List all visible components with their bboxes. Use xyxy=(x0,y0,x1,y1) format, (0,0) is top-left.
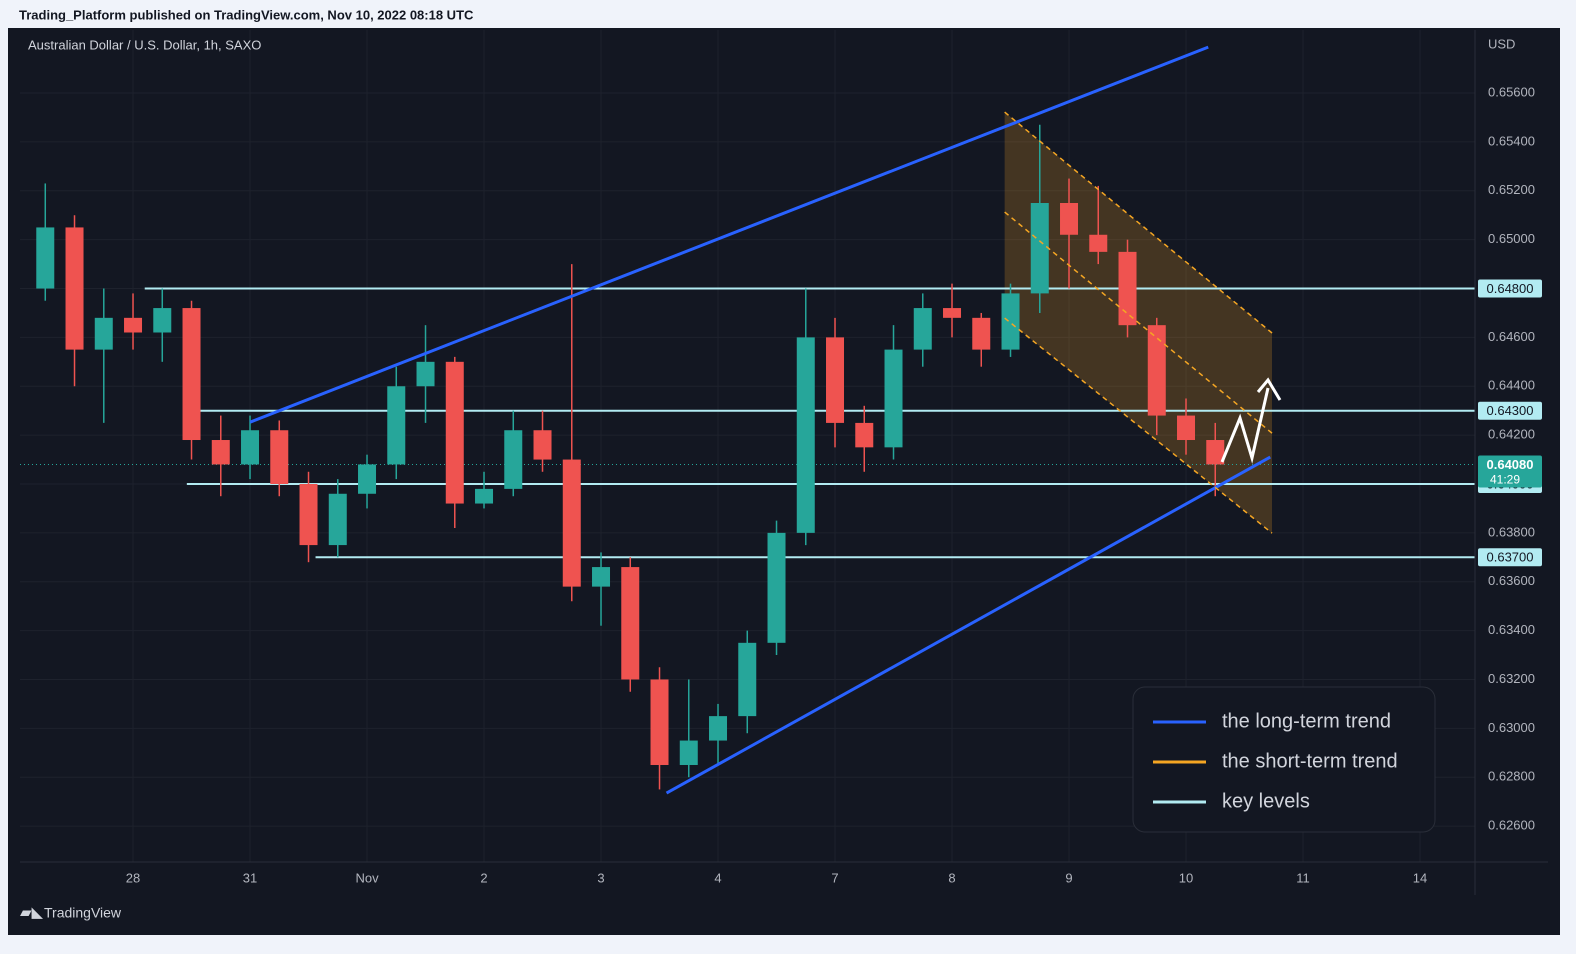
plot xyxy=(20,30,1475,862)
candle-body xyxy=(299,483,318,546)
legend-label: key levels xyxy=(1222,790,1310,812)
trend-line xyxy=(665,455,1271,795)
candle-body xyxy=(445,361,464,504)
candle-body xyxy=(679,740,698,765)
trend-line xyxy=(1004,317,1273,534)
level-tag-label: 0.63700 xyxy=(1487,550,1534,565)
y-tick-label: 0.63600 xyxy=(1488,573,1535,588)
y-tick-label: 0.65200 xyxy=(1488,182,1535,197)
candle-body xyxy=(592,567,611,587)
candle-body xyxy=(211,440,230,465)
x-tick-label: 31 xyxy=(243,870,257,885)
y-tick-label: 0.63400 xyxy=(1488,622,1535,637)
legend: the long-term trend the short-term trend k… xyxy=(1153,710,1398,812)
candle-body xyxy=(1060,202,1079,235)
candle-body xyxy=(826,337,845,423)
candle-body xyxy=(182,308,201,441)
y-tick-label: 0.64400 xyxy=(1488,378,1535,393)
symbol-title: Australian Dollar / U.S. Dollar, 1h, SAX… xyxy=(28,37,261,52)
last-price-tag xyxy=(1478,455,1542,488)
x-tick-label: 10 xyxy=(1179,870,1193,885)
candle-body xyxy=(270,430,289,484)
y-tick-label: 0.63200 xyxy=(1488,671,1535,686)
level-tag-label: 0.64300 xyxy=(1487,403,1534,418)
projection-arrow xyxy=(1220,387,1270,464)
candle-body xyxy=(65,227,84,350)
x-tick-label: 11 xyxy=(1296,870,1310,885)
candle-body xyxy=(1147,325,1166,416)
y-tick-label: 0.65600 xyxy=(1488,84,1535,99)
publish-header: Trading_Platform published on TradingVie… xyxy=(19,7,474,22)
y-tick-label: 0.64200 xyxy=(1488,427,1535,442)
candle-body xyxy=(124,317,143,333)
x-tick-label: 8 xyxy=(948,870,955,885)
candle-body xyxy=(1206,440,1225,465)
y-tick-label: 0.63800 xyxy=(1488,524,1535,539)
candle-body xyxy=(767,532,786,643)
x-tick-label: 7 xyxy=(831,870,838,885)
legend-box xyxy=(1132,686,1436,833)
x-tick-label: 4 xyxy=(714,870,721,885)
candle-body xyxy=(796,337,815,533)
trend-line xyxy=(1004,111,1273,334)
candle-body xyxy=(1177,415,1196,441)
x-tick-label: 2 xyxy=(480,870,487,885)
axis-unit: USD xyxy=(1488,36,1515,51)
candle-body xyxy=(153,308,172,333)
trend-line xyxy=(249,45,1209,424)
candle-body xyxy=(650,679,669,765)
candle-body xyxy=(358,464,377,494)
y-tick-label: 0.62800 xyxy=(1488,769,1535,784)
logo-mark: ▰◣ xyxy=(20,904,44,921)
candle-body xyxy=(241,430,260,465)
candle-body xyxy=(504,430,523,489)
brand: TradingView xyxy=(44,905,122,921)
x-tick-label: Nov xyxy=(355,870,379,885)
candle-body xyxy=(533,430,552,460)
candle-body xyxy=(913,308,932,350)
last-price-label: 0.64080 xyxy=(1487,457,1534,472)
candle-body xyxy=(1030,202,1049,294)
y-tick-label: 0.65400 xyxy=(1488,133,1535,148)
candle-body xyxy=(94,317,113,350)
countdown: 41:29 xyxy=(1490,473,1520,487)
y-tick-label: 0.65000 xyxy=(1488,231,1535,246)
level-tag xyxy=(1478,279,1542,298)
trend-line xyxy=(1004,211,1273,434)
projection-arrow-head xyxy=(1256,377,1282,401)
candle-body xyxy=(36,227,55,289)
x-tick-label: 28 xyxy=(126,870,140,885)
x-tick-label: 9 xyxy=(1065,870,1072,885)
candle-body xyxy=(738,642,757,717)
y-tick-label: 0.62600 xyxy=(1488,818,1535,833)
y-tick-label: 0.63000 xyxy=(1488,720,1535,735)
x-tick-label: 3 xyxy=(597,870,604,885)
candle-body xyxy=(709,716,728,741)
candle-body xyxy=(475,488,494,504)
legend-label: the short-term trend xyxy=(1222,750,1398,772)
level-tag xyxy=(1478,548,1542,567)
candle-body xyxy=(972,317,991,350)
candle-body xyxy=(621,567,640,680)
level-tag-label: 0.64800 xyxy=(1487,281,1534,296)
candle-body xyxy=(328,493,347,546)
level-tag xyxy=(1478,401,1542,420)
candle-body xyxy=(387,386,406,465)
x-tick-label: 14 xyxy=(1413,870,1427,885)
candle-body xyxy=(943,308,962,318)
candle-body xyxy=(1001,293,1020,350)
legend-label: the long-term trend xyxy=(1222,710,1391,732)
candle-body xyxy=(1089,234,1108,252)
candle-body xyxy=(1118,251,1137,326)
candle-body xyxy=(855,422,874,448)
y-tick-label: 0.64600 xyxy=(1488,329,1535,344)
candle-body xyxy=(884,349,903,448)
candle-body xyxy=(562,459,581,587)
candle-body xyxy=(416,361,435,387)
